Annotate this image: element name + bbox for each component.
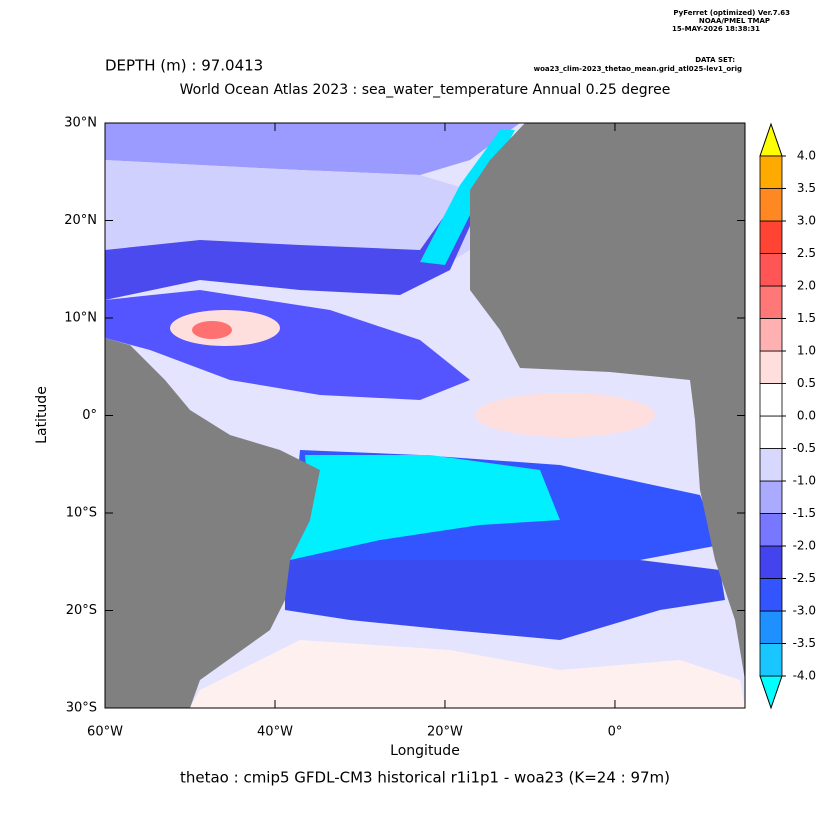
colorbar-band	[759, 513, 783, 547]
colorbar-label: 1.0	[797, 344, 816, 358]
chart-title: World Ocean Atlas 2023 : sea_water_tempe…	[180, 82, 671, 98]
dataset-label: DATA SET:	[695, 56, 735, 64]
colorbar-band	[759, 350, 783, 384]
colorbar-band	[759, 448, 783, 482]
colorbar-label: -1.0	[793, 474, 816, 488]
colorbar-band	[759, 480, 783, 514]
field-band	[105, 123, 520, 175]
field-band	[285, 560, 725, 640]
colorbar-label: 1.5	[797, 311, 816, 325]
header-line: PyFerret (optimized) Ver.7.63	[673, 9, 790, 17]
colorbar-under	[759, 675, 783, 710]
y-tick-label: 10°S	[66, 506, 97, 521]
field-band	[475, 393, 655, 437]
header-line: 15-MAY-2026 18:38:31	[672, 25, 760, 33]
x-tick-label: 20°W	[427, 725, 463, 740]
footer: thetao : cmip5 GFDL-CM3 historical r1i1p…	[180, 769, 670, 787]
y-tick-label: 10°N	[64, 311, 97, 326]
colorbar-label: 4.0	[797, 149, 816, 163]
colorbar-label: 0.5	[797, 376, 816, 390]
colorbar-band	[759, 155, 783, 189]
x-axis-label: Longitude	[390, 743, 460, 759]
field-band	[192, 321, 232, 339]
depth-label: DEPTH (m) : 97.0413	[105, 57, 263, 75]
colorbar-band	[759, 383, 783, 417]
colorbar-band	[759, 318, 783, 352]
colorbar-band	[759, 220, 783, 254]
colorbar-label: -1.5	[793, 506, 816, 520]
colorbar-label: -4.0	[793, 669, 816, 683]
x-tick-label: 40°W	[257, 725, 293, 740]
colorbar-band	[759, 415, 783, 449]
colorbar-band	[759, 643, 783, 677]
y-tick-label: 30°S	[66, 701, 97, 716]
colorbar-label: 2.5	[797, 246, 816, 260]
colorbar-band	[759, 610, 783, 644]
land-africa	[470, 123, 745, 680]
colorbar-band	[759, 578, 783, 612]
y-axis-label: Latitude	[34, 386, 50, 444]
land	[105, 123, 745, 708]
colorbar-over	[759, 122, 783, 157]
colorbar-label: 3.0	[797, 214, 816, 228]
field-band	[105, 140, 500, 300]
colorbar-label: -3.0	[793, 604, 816, 618]
dataset: woa23_clim-2023_thetao_mean.grid_atl025-…	[534, 65, 742, 73]
y-tick-label: 30°N	[64, 116, 97, 131]
x-tick-label: 60°W	[87, 725, 123, 740]
colorbar-label: 0.0	[797, 409, 816, 423]
colorbar-band	[759, 285, 783, 319]
colorbar-band	[759, 188, 783, 222]
colorbar-band	[759, 545, 783, 579]
colorbar-label: 2.0	[797, 279, 816, 293]
field-band	[290, 455, 560, 560]
land-south-america	[105, 338, 320, 708]
colorbar-band	[759, 253, 783, 287]
colorbar-label: 3.5	[797, 181, 816, 195]
y-tick-label: 20°N	[64, 213, 97, 228]
x-tick-label: 0°	[608, 725, 623, 740]
colorbar-label: -0.5	[793, 441, 816, 455]
y-tick-label: 20°S	[66, 603, 97, 618]
field-band	[190, 640, 745, 708]
colorbar-label: -2.0	[793, 539, 816, 553]
header-line: NOAA/PMEL TMAP	[699, 17, 770, 25]
y-tick-label: 0°	[82, 408, 97, 423]
colorbar-label: -2.5	[793, 571, 816, 585]
colorbar-label: -3.5	[793, 636, 816, 650]
